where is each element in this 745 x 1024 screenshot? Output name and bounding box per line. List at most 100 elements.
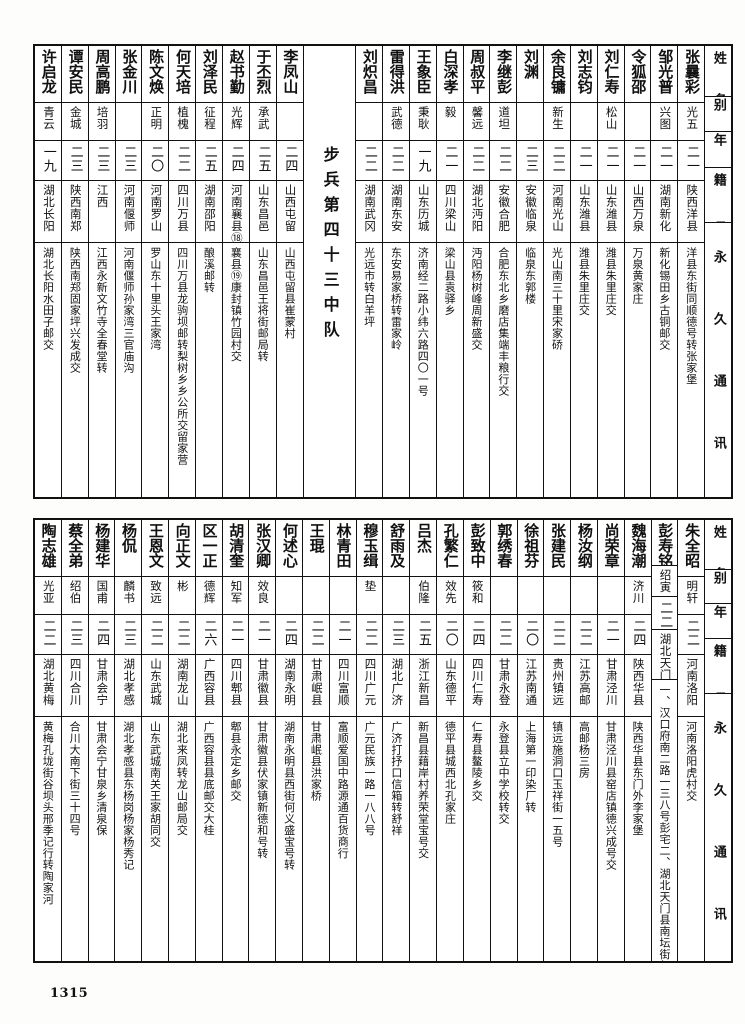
cell-name-text: 许启龙 <box>39 49 58 94</box>
cell-address-text: 临泉东郭楼 <box>523 247 537 305</box>
cell-age: 二〇 <box>437 615 463 655</box>
record-column: 魏海潮 济川 二四 陕西华县 陕西华县东门外李家堡 <box>623 520 651 961</box>
cell-address: 潍县朱里庄交 <box>571 243 597 497</box>
cell-age-text: 二一 <box>228 619 244 647</box>
cell-origin: 湖北黄梅 <box>34 655 61 717</box>
cell-name: 于丕烈 <box>249 46 276 103</box>
cell-name-text: 王琨 <box>307 523 326 553</box>
cell-age: 二五 <box>196 141 222 181</box>
cell-name-text: 彭寿铭 <box>656 523 675 567</box>
cell-origin: 河南偃师 <box>115 181 142 243</box>
cell-address-text: 新昌县藉岸村养荣堂宝号交 <box>416 721 430 859</box>
cell-origin: 安徽临泉 <box>517 181 544 243</box>
cell-alias: 征程 <box>196 103 222 141</box>
record-column: 张曩彩 光五 二一 陕西洋县 洋县东街同顺德号转张家堡 <box>677 46 705 497</box>
cell-name: 刘渊 <box>517 46 544 103</box>
cell-address: 郫县永定乡邮交 <box>223 717 249 961</box>
record-column: 向正文彬二二 湖南龙山 湖北来凤转龙山邮局交 <box>167 520 195 961</box>
cell-origin-text: 湖南新化 <box>658 184 673 232</box>
page-number: 1315 <box>50 986 89 1001</box>
cell-address-text: 一、汉口府南二路一三八号彭宅二、湖北天门县南坛街胡家花园彭宅 <box>657 684 671 961</box>
cell-age: 二五 <box>410 615 437 655</box>
cell-name: 胡清奎 <box>222 520 249 577</box>
cell-alias-text: 彬 <box>175 580 190 592</box>
cell-origin: 江苏南通 <box>517 655 544 717</box>
cell-age-text: 二〇 <box>523 619 539 647</box>
cell-age: 二二 <box>490 141 517 181</box>
cell-name: 张曩彩 <box>678 46 705 103</box>
cell-age-text: 二五 <box>255 145 271 173</box>
cell-address-text: 甘肃徽县伏家镇新德和号转 <box>255 721 269 859</box>
cell-alias: 金城 <box>61 103 88 141</box>
cell-address-text: 黄梅孔垅街谷坝头邢季记行转陶家河 <box>41 721 55 905</box>
record-column: 张汉卿 效良 二一 甘肃徽县 甘肃徽县伏家镇新德和号转 <box>248 520 276 961</box>
header-alias: 别 号 <box>705 97 731 132</box>
cell-name: 彭寿铭 <box>651 520 678 567</box>
cell-name: 刘志钧 <box>570 46 597 103</box>
cell-origin: 安徽合肥 <box>490 181 517 243</box>
cell-age: 二一 <box>678 141 705 181</box>
cell-address-text: 襄县⑲康封镇竹园村交 <box>229 247 243 362</box>
cell-origin: 湖南东安 <box>383 181 409 243</box>
cell-address-text: 河南偃师孙家湾三官庙沟 <box>122 247 136 374</box>
cell-address: 山西屯留县崔蒙村 <box>277 243 303 497</box>
cell-age-text: 二一 <box>683 145 699 173</box>
cell-origin-text: 山西万泉 <box>631 184 646 232</box>
cell-age: 二一 <box>570 141 597 181</box>
cell-origin-text: 四川广元 <box>363 658 378 706</box>
cell-address-text: 山东昌邑王将街邮局转 <box>256 247 270 362</box>
cell-origin-text: 四川郫县 <box>229 658 244 706</box>
cell-age: 二三 <box>115 615 142 655</box>
cell-alias <box>544 577 571 615</box>
cell-address: 合肥东北乡磨店集端丰粮行交 <box>490 243 516 497</box>
cell-age-text: 二一 <box>442 145 458 173</box>
cell-origin: 四川仁寿 <box>463 655 490 717</box>
cell-alias: 青云 <box>35 103 61 141</box>
cell-alias: 知军 <box>222 577 249 615</box>
record-column: 刘炽昌 二二 湖南武冈 光远市转白羊坪 <box>355 46 383 497</box>
cell-origin-text: 湖南武冈 <box>363 184 378 232</box>
cell-name-text: 向正文 <box>173 523 192 568</box>
cell-address-text: 洋县东街同顺德号转张家堡 <box>684 247 698 385</box>
cell-name-text: 王恩文 <box>146 523 165 568</box>
cell-address-text: 酿溪邮转 <box>202 247 216 293</box>
cell-origin: 河南罗山 <box>142 181 169 243</box>
cell-origin: 湖北孝感 <box>115 655 142 717</box>
cell-name: 魏海潮 <box>624 520 651 577</box>
cell-name: 周叔平 <box>463 46 490 103</box>
cell-alias-text: 绍伯 <box>68 580 83 604</box>
cell-name: 蔡全弟 <box>61 520 88 577</box>
cell-address: 德平县城西北孔家庄 <box>437 717 463 961</box>
header-name: 姓 名 <box>705 520 731 571</box>
cell-address: 江西永新文竹寺全春堂转 <box>89 243 115 497</box>
cell-alias-text: 效良 <box>256 580 271 604</box>
cell-name: 刘泽民 <box>196 46 222 103</box>
header-address: 永 久 通 讯 处 <box>710 720 726 961</box>
cell-name-text: 刘泽民 <box>200 49 219 94</box>
cell-alias-text: 承武 <box>256 106 271 130</box>
cell-alias: 麟书 <box>115 577 142 615</box>
cell-address-text: 山东武城南关王家胡同交 <box>148 721 162 848</box>
record-column: 于丕烈 承武 二五 山东昌邑 山东昌邑王将街邮局转 <box>248 46 276 497</box>
cell-origin-text: 湖南邵阳 <box>203 184 218 232</box>
cell-address: 高邮杨三房 <box>571 717 597 961</box>
cell-alias-text: 济川 <box>631 580 646 604</box>
cell-name: 余良镛 <box>544 46 570 103</box>
cell-origin-text: 山东潍县 <box>577 184 592 232</box>
cell-name: 王恩文 <box>142 520 168 577</box>
cell-address: 湖北来凤转龙山邮局交 <box>169 717 195 961</box>
cell-age-text: 二二 <box>549 619 565 647</box>
cell-address-text: 沔阳杨树峰周新盛交 <box>469 247 483 351</box>
cell-alias: 致远 <box>142 577 168 615</box>
cell-alias: 武德 <box>383 103 409 141</box>
cell-name-text: 朱全昭 <box>683 523 702 568</box>
cell-address-text: 陕西华县东门外李家堡 <box>631 721 645 836</box>
cell-origin: 山东潍县 <box>570 181 597 243</box>
cell-alias-text: 致远 <box>149 580 163 604</box>
cell-origin: 浙江新昌 <box>410 655 437 717</box>
cell-name: 刘仁寿 <box>597 46 624 103</box>
cell-name-text: 彭致中 <box>468 523 487 568</box>
cell-origin-text: 陕西洋县 <box>685 184 700 232</box>
column-headers-bottom: 姓 名 别 号 年 龄 籍 贯 永 久 通 讯 处 <box>704 520 731 961</box>
cell-alias-text: 馨远 <box>470 106 485 130</box>
